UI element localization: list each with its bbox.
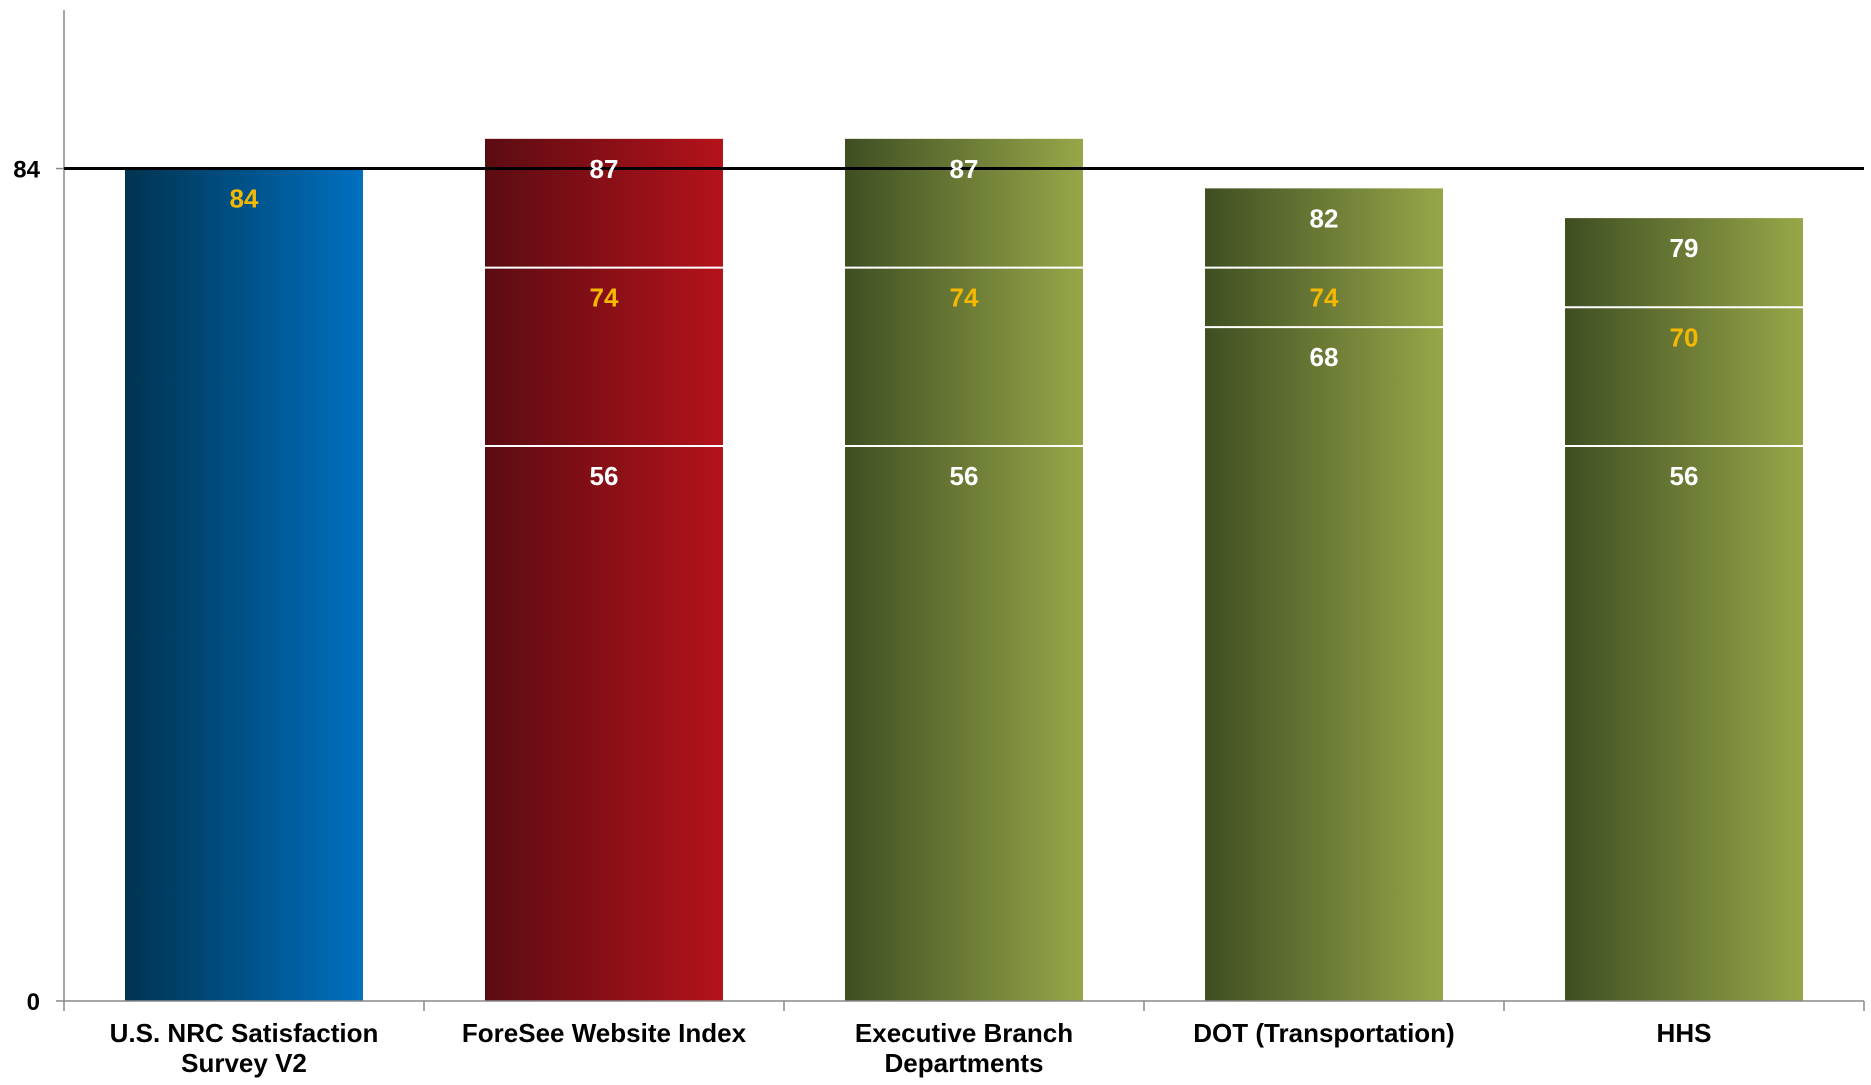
- labels-layer: 84 U.S. NRC Satisfaction Survey V2 87 74 56 Fo…: [13, 154, 1711, 1078]
- data-label: 82: [1310, 203, 1339, 233]
- axis-layer: [56, 10, 1865, 1011]
- data-label: 74: [1310, 283, 1339, 313]
- data-label: 84: [230, 184, 259, 214]
- bar-4: [1205, 188, 1443, 1001]
- y-tick-label: 84: [13, 157, 40, 184]
- bar-3: [845, 138, 1083, 1001]
- data-label: 87: [950, 154, 979, 184]
- data-label: 87: [590, 154, 619, 184]
- bar-2: [485, 138, 723, 1001]
- data-label: 74: [950, 283, 979, 313]
- bar-5: [1565, 218, 1803, 1002]
- x-tick-label: DOT (Transportation): [1193, 1018, 1454, 1048]
- data-label: 79: [1670, 233, 1699, 263]
- bar-1: [125, 168, 363, 1001]
- data-label: 68: [1310, 342, 1339, 372]
- x-tick-label: Executive Branch Departments: [855, 1018, 1073, 1078]
- x-tick-label: U.S. NRC Satisfaction Survey V2: [110, 1018, 379, 1078]
- data-label: 56: [1670, 461, 1699, 491]
- data-label: 56: [590, 461, 619, 491]
- data-label: 70: [1670, 322, 1699, 352]
- bars-layer: [125, 138, 1803, 1002]
- data-label: 74: [590, 283, 619, 313]
- data-label: 56: [950, 461, 979, 491]
- x-tick-label: ForeSee Website Index: [462, 1018, 747, 1048]
- x-tick-label: HHS: [1657, 1018, 1712, 1048]
- y-tick-label: 0: [27, 989, 40, 1016]
